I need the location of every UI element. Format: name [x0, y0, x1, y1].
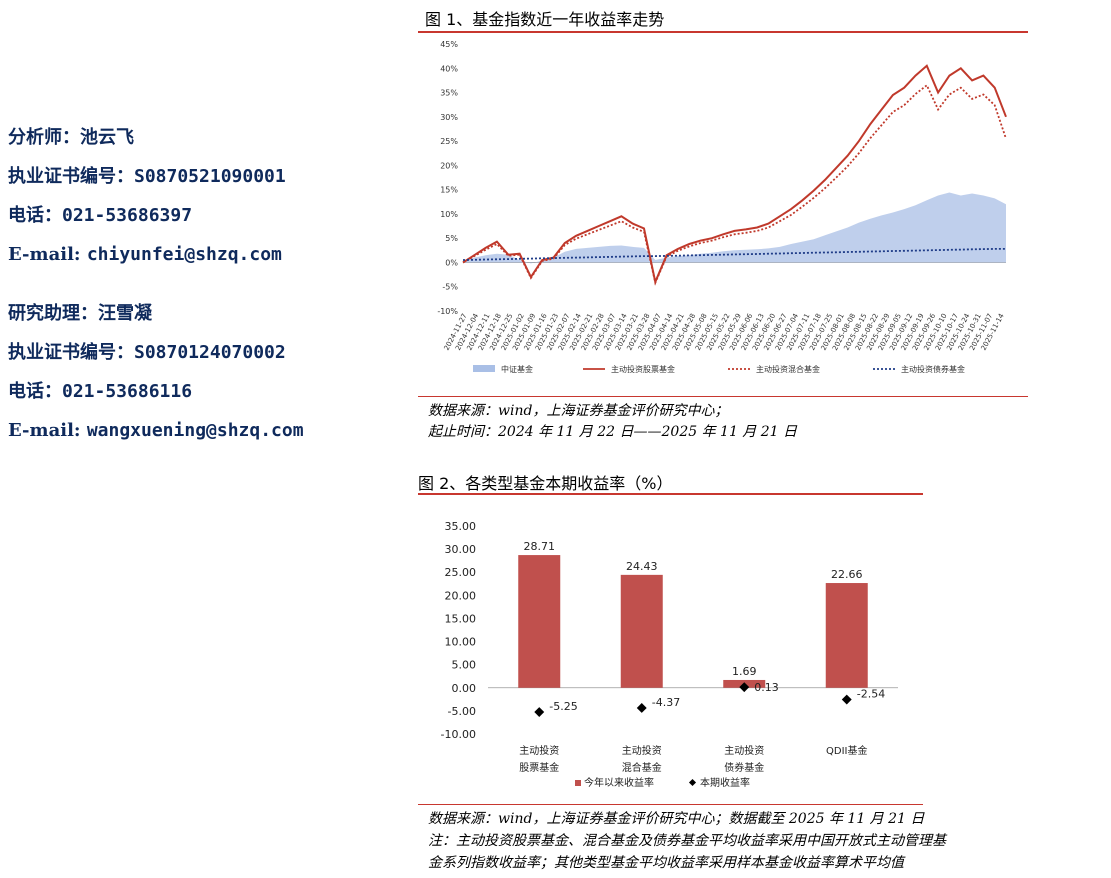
legend-swatch-marker [688, 778, 697, 787]
analyst-cert-row: 执业证书编号：S0870521090001 [8, 166, 286, 187]
bar-value-label: 22.66 [831, 568, 863, 581]
marker-point [534, 707, 545, 717]
assistant-phone-row: 电话：021-53686116 [8, 381, 193, 402]
legend-label-2: 主动投资混合基金 [756, 364, 820, 374]
y-tick-label: 30% [440, 113, 458, 122]
figure1-title: 图 1、基金指数近一年收益率走势 [425, 10, 665, 29]
bar [620, 574, 663, 688]
y-tick-label: -5% [442, 283, 458, 292]
analyst-email: chiyunfei@shzq.com [86, 244, 282, 265]
y-tick-label: 25% [440, 137, 458, 146]
y-tick-label: -10% [437, 307, 458, 316]
marker-value-label: 0.13 [754, 681, 779, 694]
y-tick-label: -5.00 [448, 705, 476, 718]
y-tick-label: 40% [440, 64, 458, 73]
series-line-2 [462, 83, 1007, 286]
analyst-cert: S0870521090001 [134, 166, 286, 187]
marker-value-label: -5.25 [549, 700, 577, 713]
y-tick-label: 15% [440, 186, 458, 195]
series-line-3 [462, 247, 1006, 261]
figure2-title: 图 2、各类型基金本期收益率（%） [418, 474, 673, 493]
bar [518, 555, 561, 688]
legend-label-0: 中证基金 [501, 364, 533, 374]
legend-swatch-bar [575, 780, 581, 786]
assistant-phone: 021-53686116 [62, 381, 193, 402]
analyst-name: 池云飞 [80, 127, 134, 148]
assistant-email: wangxuening@shzq.com [86, 420, 304, 441]
y-tick-label: 5.00 [452, 659, 477, 672]
figure2-source: 数据来源：wind，上海证券基金评价研究中心；数据截至 2025 年 11 月 … [428, 811, 925, 827]
figure2-note-line2: 金系列指数收益率；其他类型基金平均收益率采用样本基金收益率算术平均值 [428, 855, 904, 871]
assistant-row: 研究助理：汪雪凝 [8, 303, 152, 324]
marker-value-label: -4.37 [652, 696, 680, 709]
assistant-name: 汪雪凝 [98, 303, 152, 324]
y-tick-label: 0.00 [452, 682, 477, 695]
x-category-label: QDII基金 [826, 744, 867, 757]
bar [825, 583, 868, 688]
legend-label-bar: 今年以来收益率 [584, 776, 654, 789]
figure2-title-rule [418, 493, 923, 495]
x-category-label: 混合基金 [622, 761, 662, 774]
analyst-phone: 021-53686397 [62, 205, 193, 226]
marker-value-label: -2.54 [857, 688, 885, 701]
series-area-0 [463, 192, 1006, 264]
figure1-period: 起止时间：2024 年 11 月 22 日——2025 年 11 月 21 日 [428, 424, 798, 440]
y-tick-label: -10.00 [441, 728, 476, 741]
bar-value-label: 24.43 [626, 560, 658, 573]
marker-point [636, 703, 647, 713]
assistant-email-row: E-mail: wangxuening@shzq.com [8, 420, 304, 441]
y-tick-label: 5% [445, 234, 458, 243]
figure1-source: 数据来源：wind，上海证券基金评价研究中心； [428, 403, 729, 419]
y-tick-label: 45% [440, 40, 458, 49]
x-category-label: 主动投资 [724, 744, 764, 757]
x-category-label: 主动投资 [519, 744, 559, 757]
contact-sidebar: 分析师：池云飞 执业证书编号：S0870521090001 电话：021-536… [8, 118, 408, 450]
figure1-bottom-rule [418, 396, 1028, 397]
y-tick-label: 20.00 [445, 589, 477, 602]
y-tick-label: 20% [440, 161, 458, 170]
figure2-bottom-rule [418, 804, 923, 805]
y-tick-label: 35.00 [445, 520, 477, 533]
y-tick-label: 0% [445, 258, 458, 267]
y-tick-label: 35% [440, 89, 458, 98]
marker-point [841, 694, 852, 705]
analyst-phone-row: 电话：021-53686397 [8, 205, 193, 226]
x-category-label: 债券基金 [724, 761, 764, 774]
analyst-row: 分析师：池云飞 [8, 127, 134, 148]
y-tick-label: 30.00 [445, 543, 477, 556]
marker-point [739, 682, 750, 693]
figure2-note-line1: 注：主动投资股票基金、混合基金及债券基金平均收益率采用中国开放式主动管理基 [428, 833, 946, 849]
y-tick-label: 10.00 [445, 636, 477, 649]
bar-value-label: 1.69 [732, 665, 757, 678]
assistant-cert-row: 执业证书编号：S0870124070002 [8, 342, 286, 363]
figure2-bar-chart: -10.00 -5.00 0.00 5.00 10.00 15.00 20.00 25.00 3… [441, 520, 898, 789]
y-tick-label: 10% [440, 210, 458, 219]
bar-value-label: 28.71 [524, 540, 556, 553]
y-tick-label: 15.00 [445, 612, 477, 625]
legend-label-3: 主动投资债券基金 [901, 364, 965, 374]
x-category-label: 主动投资 [622, 744, 662, 757]
figure1-title-rule [418, 31, 1028, 33]
figure1-line-chart: -10%-5%0%5%10%15%20%25%30%35%40%45%2024-… [437, 40, 1007, 374]
legend-label-marker: 本期收益率 [700, 776, 750, 789]
legend-swatch-0 [473, 365, 495, 372]
assistant-cert: S0870124070002 [134, 342, 286, 363]
legend-label-1: 主动投资股票基金 [611, 364, 675, 374]
y-tick-label: 25.00 [445, 566, 477, 579]
analyst-email-row: E-mail: chiyunfei@shzq.com [8, 244, 282, 265]
x-category-label: 股票基金 [519, 761, 559, 774]
